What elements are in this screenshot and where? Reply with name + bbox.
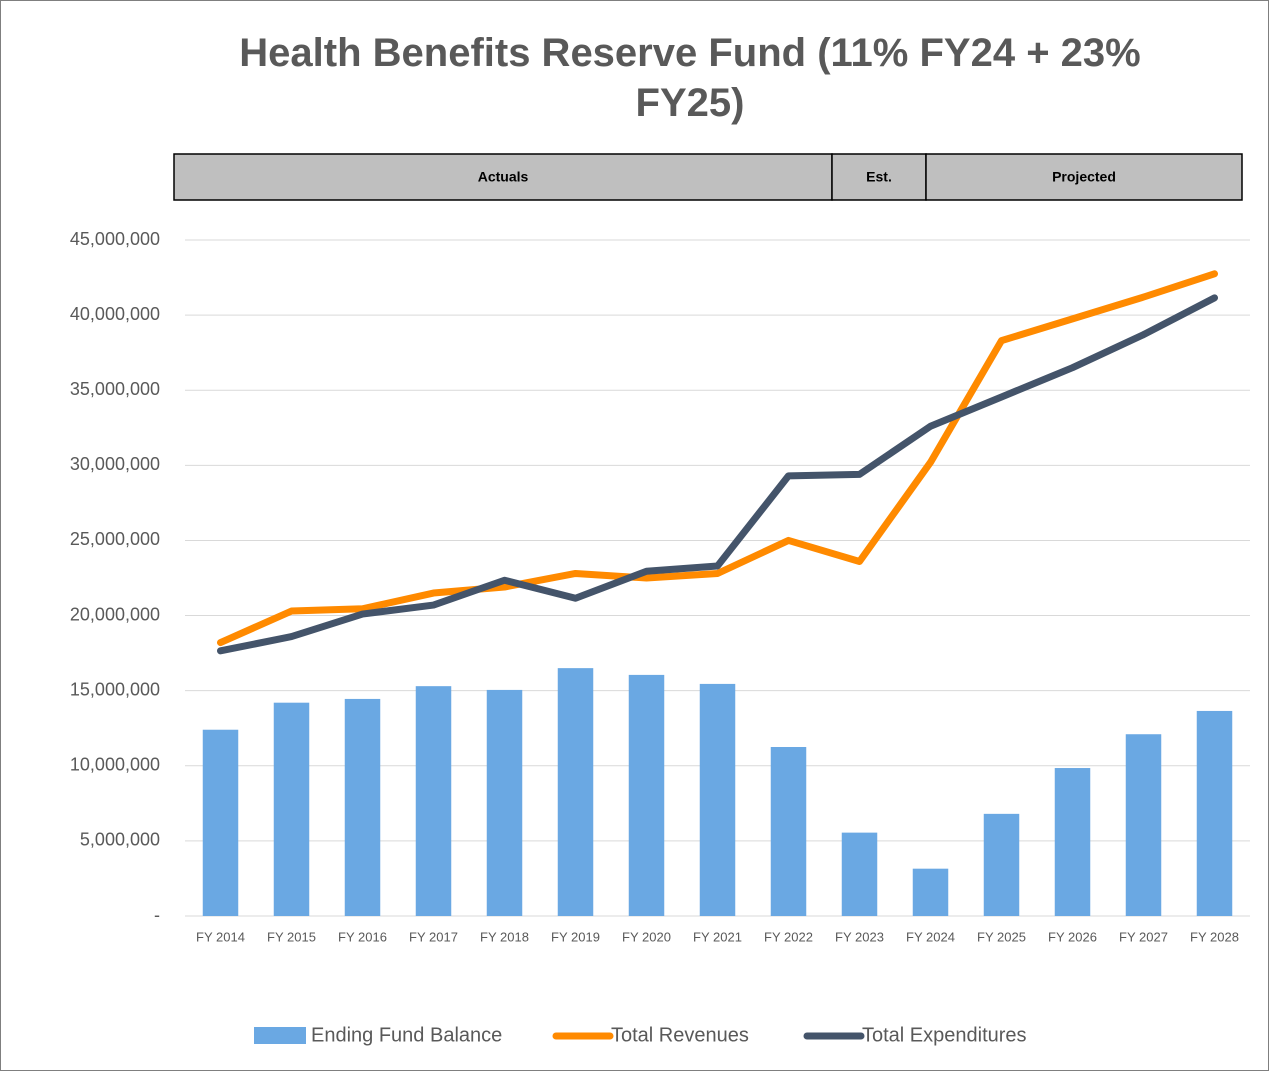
bar xyxy=(415,686,452,916)
bar xyxy=(202,729,239,916)
period-label: Est. xyxy=(866,169,892,185)
bar xyxy=(699,683,736,916)
bar xyxy=(1196,710,1233,916)
legend-label: Ending Fund Balance xyxy=(311,1024,502,1046)
period-box xyxy=(925,153,1243,201)
bar xyxy=(1125,734,1162,916)
x-tick-label: FY 2027 xyxy=(1119,929,1168,944)
period-box xyxy=(173,153,833,201)
bar xyxy=(983,813,1020,916)
bar xyxy=(344,698,381,916)
x-tick-label: FY 2028 xyxy=(1190,929,1239,944)
y-tick-label: - xyxy=(154,905,160,925)
bar xyxy=(628,674,665,916)
y-tick-label: 30,000,000 xyxy=(70,454,160,474)
x-tick-label: FY 2022 xyxy=(764,929,813,944)
x-tick-label: FY 2016 xyxy=(338,929,387,944)
chart-title: Health Benefits Reserve Fund (11% FY24 +… xyxy=(239,31,1141,125)
x-tick-label: FY 2018 xyxy=(480,929,529,944)
bar xyxy=(1054,768,1091,916)
x-tick-label: FY 2024 xyxy=(906,929,955,944)
bar xyxy=(770,747,807,916)
line xyxy=(217,294,1218,655)
x-tick-label: FY 2021 xyxy=(693,929,742,944)
x-tick-label: FY 2020 xyxy=(622,929,671,944)
y-tick-label: 20,000,000 xyxy=(70,604,160,624)
bar xyxy=(912,868,949,916)
bar xyxy=(841,832,878,916)
period-label: Actuals xyxy=(478,169,529,185)
y-tick-label: 45,000,000 xyxy=(70,229,160,249)
x-tick-label: FY 2019 xyxy=(551,929,600,944)
x-tick-label: FY 2015 xyxy=(267,929,316,944)
y-tick-label: 10,000,000 xyxy=(70,755,160,775)
bar xyxy=(273,702,310,916)
legend-label: Total Expenditures xyxy=(862,1024,1027,1046)
x-tick-label: FY 2023 xyxy=(835,929,884,944)
y-tick-label: 15,000,000 xyxy=(70,679,160,699)
x-tick-label: FY 2017 xyxy=(409,929,458,944)
x-tick-label: FY 2026 xyxy=(1048,929,1097,944)
period-box xyxy=(831,153,927,201)
bar xyxy=(486,689,523,916)
y-tick-label: 40,000,000 xyxy=(70,304,160,324)
y-tick-label: 35,000,000 xyxy=(70,379,160,399)
period-label: Projected xyxy=(1052,169,1116,185)
y-tick-label: 25,000,000 xyxy=(70,529,160,549)
legend-swatch xyxy=(254,1027,306,1044)
x-tick-label: FY 2025 xyxy=(977,929,1026,944)
x-tick-label: FY 2014 xyxy=(196,929,245,944)
bar xyxy=(557,668,594,916)
y-tick-label: 5,000,000 xyxy=(80,830,160,850)
line xyxy=(217,270,1218,647)
legend-label: Total Revenues xyxy=(611,1024,749,1046)
